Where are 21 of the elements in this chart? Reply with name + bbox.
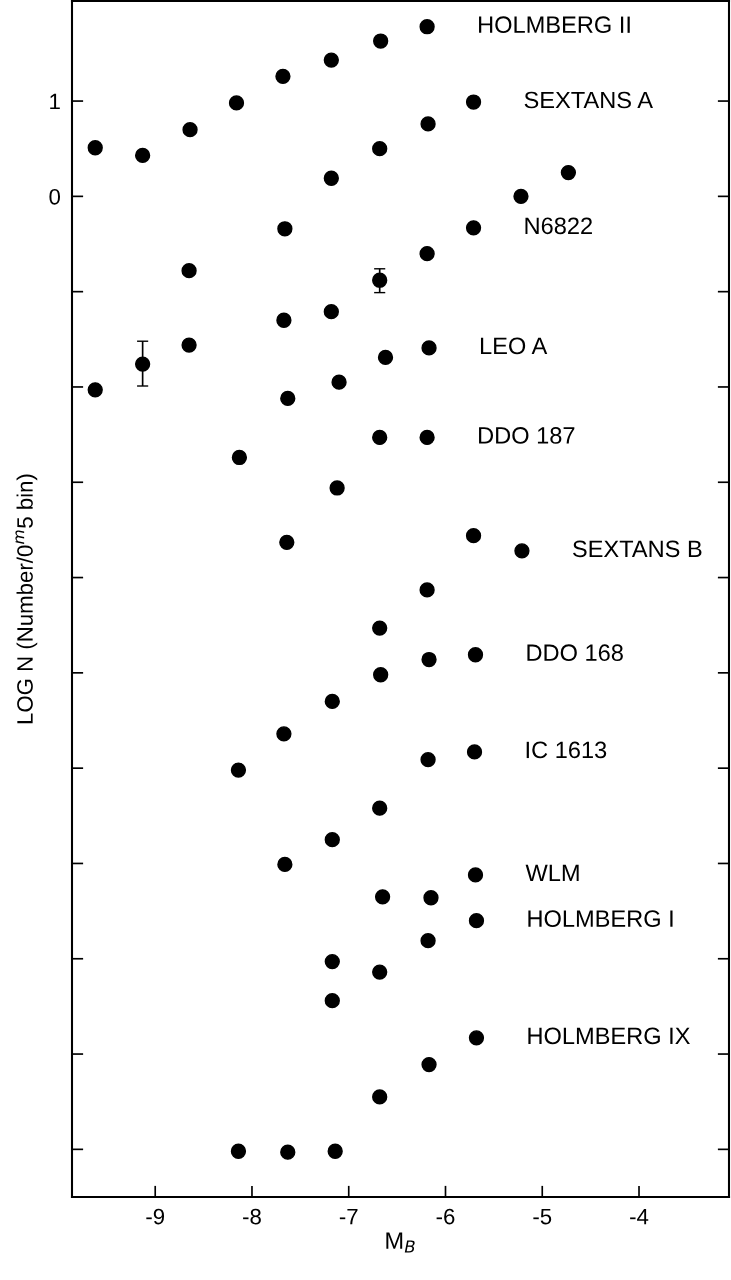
x-axis-title: M$_{B}$ (386, 1232, 415, 1253)
annotation: HOLMBERG II (479, 16, 630, 34)
y-tick-label: 1 (50, 93, 60, 110)
annotation: SEXTANS B (573, 540, 702, 558)
annotation: HOLMBERG I (528, 910, 673, 927)
x-tick-label: -4 (630, 1208, 649, 1225)
x-tick-label: -8 (243, 1208, 261, 1225)
annotation: IC 1613 (526, 741, 607, 759)
annotation: WLM (525, 864, 579, 881)
annotation: N6822 (525, 217, 592, 235)
annotation: LEO A (480, 337, 548, 355)
x-tick-label: -9 (146, 1208, 165, 1225)
annotation: DDO 168 (527, 644, 623, 662)
y-tick-label: 0 (49, 188, 61, 205)
x-tick-label: -5 (533, 1208, 552, 1225)
annotation: SEXTANS A (524, 91, 653, 109)
x-tick-label: -6 (436, 1208, 455, 1225)
annotation: DDO 187 (479, 427, 575, 444)
y-axis-title: LOG N (Number/0$^{m}$5 bin) (15, 474, 38, 724)
annotation: HOLMBERG IX (528, 1027, 690, 1045)
x-tick-label: -7 (339, 1208, 358, 1225)
